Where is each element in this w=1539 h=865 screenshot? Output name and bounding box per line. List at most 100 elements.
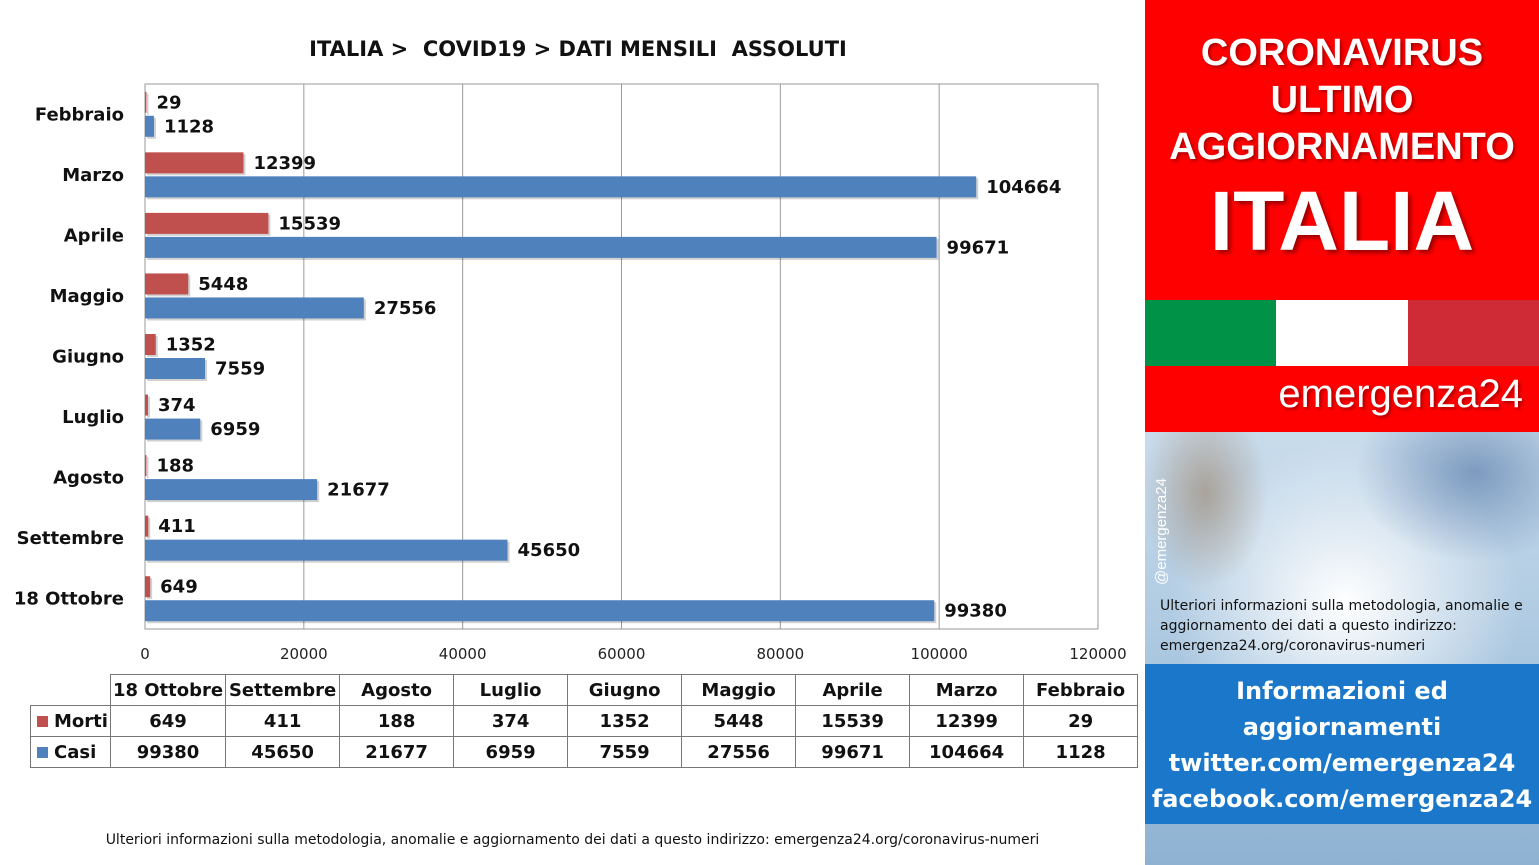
bar-casi: [145, 600, 935, 622]
bar-morti: [145, 515, 149, 537]
bar-casi: [145, 358, 206, 379]
table-body: Morti 649 411 188 374 1352 5448 15539 12399 29 Cas…: [30, 705, 1139, 768]
category-label: Agosto: [53, 468, 124, 489]
category-label: Settembre: [17, 528, 124, 549]
table-cell: 12399: [909, 705, 1025, 737]
bar-casi: [145, 115, 154, 137]
data-label: 104664: [986, 177, 1061, 198]
data-label: 99380: [944, 601, 1007, 622]
bar-morti: [145, 334, 156, 355]
bar-morti: [145, 394, 148, 416]
bar-shadow: [147, 457, 149, 479]
table-cell: 45650: [225, 736, 341, 768]
data-label: 27556: [374, 298, 437, 319]
category-label: Maggio: [50, 286, 124, 307]
methodology-note: Ulteriori informazioni sulla metodologia…: [1160, 598, 1523, 654]
twitter-link[interactable]: twitter.com/emergenza24: [1168, 749, 1516, 777]
table-cell: 1352: [567, 705, 683, 737]
table-column-header: 18 Ottobre: [109, 674, 227, 706]
bar-shadow: [147, 396, 150, 418]
table-cell: 649: [109, 705, 227, 737]
data-label: 649: [160, 577, 198, 598]
bar-morti: [145, 152, 244, 174]
table-cell: 6959: [453, 736, 569, 768]
table-cell: 7559: [567, 736, 683, 768]
table-cell: 374: [453, 705, 569, 737]
data-label: 6959: [210, 419, 260, 440]
table-column-header: Settembre: [225, 674, 341, 706]
table-row-header: Morti: [30, 705, 111, 737]
x-tick-label: 20000: [280, 645, 328, 663]
chart-title: ITALIA > COVID19 > DATI MENSILI ASSOLUTI: [309, 37, 847, 61]
promo-country: ITALIA: [1209, 174, 1475, 268]
bar-casi: [145, 479, 318, 501]
promo-header: CORONAVIRUS ULTIMO AGGIORNAMENTO ITALIA: [1145, 0, 1539, 300]
data-label: 5448: [198, 274, 248, 295]
bar-casi: [145, 539, 508, 561]
promo-line-aggiornamento: AGGIORNAMENTO: [1169, 126, 1515, 168]
bars: [145, 91, 979, 624]
legend-label: Morti: [54, 710, 108, 732]
info-line: aggiornamenti: [1242, 713, 1442, 741]
data-label: 29: [157, 92, 182, 113]
flag-red-stripe: [1407, 300, 1539, 366]
info-line: Informazioni ed: [1236, 677, 1448, 705]
category-label: Aprile: [64, 225, 124, 246]
x-tick-label: 40000: [439, 645, 487, 663]
category-label: Giugno: [52, 347, 124, 368]
promo-line-ultimo: ULTIMO: [1270, 79, 1414, 121]
x-tick-label: 60000: [598, 645, 646, 663]
data-label: 1352: [166, 335, 216, 356]
data-label: 411: [158, 516, 196, 537]
table-column-header: Maggio: [681, 674, 797, 706]
table-row: Casi 99380 45650 21677 6959 7559 27556 99671 104…: [30, 736, 1139, 768]
bar-casi: [145, 176, 977, 198]
data-label: 15539: [278, 213, 341, 234]
chart-area: ITALIA > COVID19 > DATI MENSILI ASSOLUTI…: [14, 37, 1139, 848]
table-cell: 188: [339, 705, 455, 737]
legend-key: [37, 747, 48, 758]
facebook-link[interactable]: facebook.com/emergenza24: [1151, 785, 1533, 813]
x-tick-label: 80000: [756, 645, 804, 663]
bar-casi: [145, 297, 364, 319]
data-label: 1128: [164, 116, 214, 137]
table-cell: 99380: [109, 736, 227, 768]
promo-line-coronavirus: CORONAVIRUS: [1200, 32, 1484, 74]
data-table: 18 Ottobre Settembre Agosto Luglio Giugno Mag…: [30, 674, 1139, 768]
bar-shadow: [147, 517, 151, 539]
flag-green-stripe: [1145, 300, 1277, 366]
table-column-header: Marzo: [909, 674, 1025, 706]
x-tick-label: 100000: [911, 645, 968, 663]
table-cell: 1128: [1023, 736, 1139, 768]
table-column-header: Agosto: [339, 674, 455, 706]
bar-morti: [145, 91, 147, 113]
data-label: 7559: [215, 359, 265, 380]
legend-key: [37, 716, 48, 727]
bar-shadow: [147, 93, 149, 115]
table-column-header: Luglio: [453, 674, 569, 706]
social-handle: @emergenza24: [1153, 478, 1170, 585]
table-column-header: Aprile: [795, 674, 911, 706]
table-cell: 104664: [909, 736, 1025, 768]
bar-morti: [145, 576, 151, 598]
table-cell: 21677: [339, 736, 455, 768]
legend-label: Casi: [54, 741, 97, 763]
labels: 0 20000 40000 60000 80000 100000 120000 Febbrai…: [14, 92, 1127, 663]
table-corner: [30, 674, 111, 706]
bar-morti: [145, 455, 147, 477]
table-row: Morti 649 411 188 374 1352 5448 15539 12399 29: [30, 705, 1139, 737]
x-tick-label: 120000: [1069, 645, 1126, 663]
flag-white-stripe: [1276, 300, 1408, 366]
data-label: 188: [157, 456, 195, 477]
category-label: 18 Ottobre: [14, 589, 124, 610]
bar-chart: ITALIA > COVID19 > DATI MENSILI ASSOLUTI…: [14, 37, 1127, 663]
italian-flag: [1145, 300, 1539, 366]
bar-morti: [145, 212, 269, 234]
table-row-header: Casi: [30, 736, 111, 768]
info-box: Informazioni ed aggiornamenti twitter.co…: [1145, 664, 1539, 824]
table-cell: 99671: [795, 736, 911, 768]
table-cell: 27556: [681, 736, 797, 768]
category-label: Febbraio: [35, 104, 124, 125]
table-column-header: Giugno: [567, 674, 683, 706]
table-header-row: 18 Ottobre Settembre Agosto Luglio Giugno Mag…: [30, 674, 1139, 706]
